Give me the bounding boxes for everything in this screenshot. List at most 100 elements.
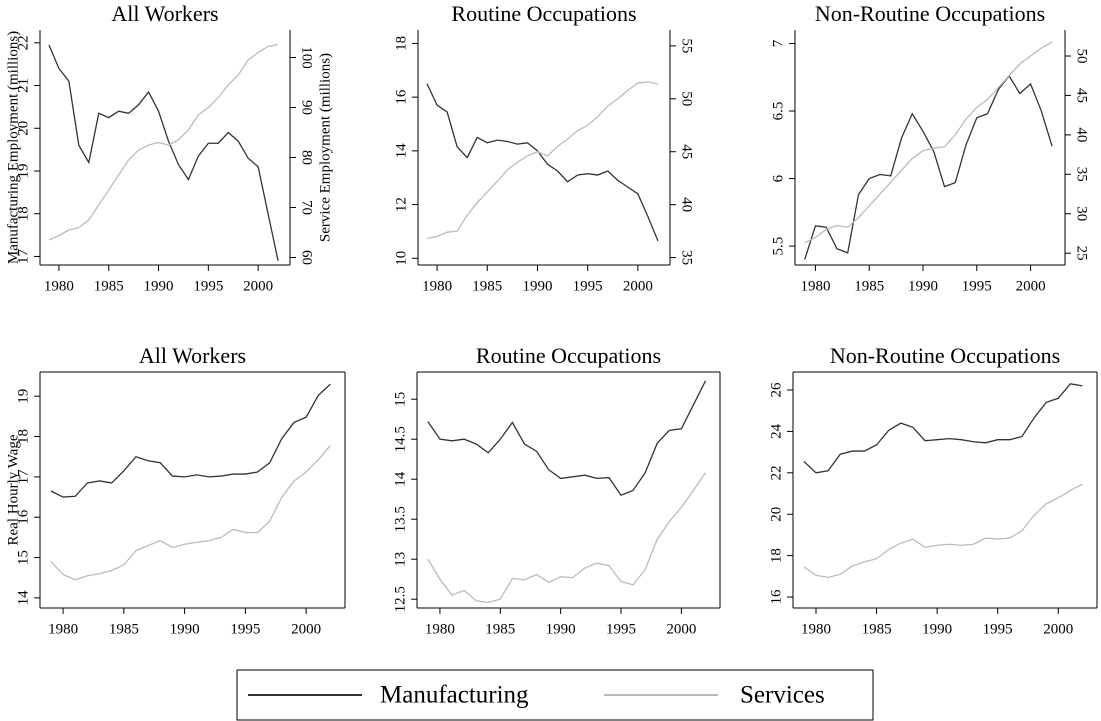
y-tick-label: 14	[15, 590, 31, 606]
panel-title: Non-Routine Occupations	[815, 1, 1045, 26]
series-line: Services	[50, 445, 331, 581]
y2-tick-label: 70	[299, 200, 315, 215]
x-tick-label: 1980	[48, 621, 78, 637]
y-tick-label: 14	[393, 143, 409, 159]
x-tick-label: 1990	[922, 621, 952, 637]
y-tick-label: 18	[768, 548, 784, 563]
series-line: Manufacturing	[427, 380, 707, 496]
legend: Manufacturing Services	[236, 669, 874, 721]
y-tick-label: 22	[15, 35, 31, 50]
y2-tick-label: 80	[299, 150, 315, 165]
y2-tick-label: 40	[679, 197, 695, 212]
legend-label: Services	[740, 682, 825, 709]
y-tick-label: 15	[15, 550, 31, 565]
x-tick-label: 1995	[962, 278, 992, 294]
y-tick-label: 5.5	[770, 237, 786, 256]
y-tick-label: 20	[768, 507, 784, 522]
y2-tick-label: 35	[679, 250, 695, 265]
y-tick-label: 19	[15, 164, 31, 179]
x-tick-label: 1980	[801, 621, 831, 637]
y2-tick-label: 50	[1074, 49, 1090, 64]
x-tick-label: 1990	[144, 278, 174, 294]
panel: Non-Routine Occupations 1980 1985 1990 1995 2…	[770, 1, 1089, 294]
y-tick-label: 26	[768, 382, 784, 398]
y2-tick-label: 55	[679, 38, 695, 53]
y-tick-label: 19	[15, 389, 31, 404]
x-tick-label: 2000	[623, 278, 653, 294]
panel-title: Non-Routine Occupations	[830, 343, 1060, 368]
y2-tick-label: 50	[679, 91, 695, 106]
x-tick-label: 1985	[862, 621, 892, 637]
y-tick-label: 14	[392, 471, 408, 487]
x-tick-label: 2000	[666, 621, 696, 637]
series-line: Services	[803, 483, 1083, 579]
y-tick-label: 18	[393, 36, 409, 51]
x-tick-label: 1995	[193, 278, 223, 294]
x-tick-label: 1980	[422, 278, 452, 294]
y2-tick-label: 25	[1074, 246, 1090, 261]
x-tick-label: 1995	[573, 278, 603, 294]
y-tick-label: 12	[393, 197, 409, 212]
x-tick-label: 1990	[522, 278, 552, 294]
y-tick-label: 22	[768, 465, 784, 480]
x-tick-label: 2000	[291, 621, 321, 637]
x-tick-label: 1985	[94, 278, 124, 294]
y2-tick-label: 30	[1074, 206, 1090, 221]
y2-tick-label: 45	[679, 144, 695, 159]
y-tick-label: 15	[392, 392, 408, 407]
panel-title: All Workers	[139, 343, 246, 368]
x-tick-label: 2000	[243, 278, 273, 294]
legend-frame	[236, 669, 874, 721]
panel: Non-Routine Occupations 1980 1985 1990 1995 2…	[768, 343, 1098, 637]
y-tick-label: 6	[770, 174, 786, 182]
x-tick-label: 1990	[546, 621, 576, 637]
series-line: Manufacturing	[48, 44, 279, 261]
y-tick-label: 7	[770, 39, 786, 47]
x-tick-label: 1985	[485, 621, 515, 637]
y-tick-label: 18	[15, 429, 31, 444]
y2-tick-label: 90	[299, 100, 315, 115]
panel-title: All Workers	[111, 1, 218, 26]
series-line: Manufacturing	[804, 74, 1053, 260]
panel-title: Routine Occupations	[476, 343, 661, 368]
x-tick-label: 2000	[1016, 278, 1046, 294]
series-line: Services	[426, 81, 659, 240]
y-axis-label: Manufacturing Employment (millions)	[5, 31, 21, 264]
panel: Routine Occupations 1980 1985 1990 1995 2000 1…	[392, 343, 721, 637]
x-tick-label: 1990	[908, 278, 938, 294]
y-tick-label: 18	[15, 206, 31, 221]
x-tick-label: 1980	[44, 278, 74, 294]
x-tick-label: 1985	[854, 278, 884, 294]
legend-label: Manufacturing	[380, 682, 529, 709]
x-tick-label: 1995	[230, 621, 260, 637]
series-line: Services	[427, 472, 707, 604]
y-tick-label: 16	[393, 89, 409, 105]
y-tick-label: 20	[15, 121, 31, 136]
y-tick-label: 13	[392, 552, 408, 567]
y2-axis-label: Service Employment (millions)	[317, 53, 333, 242]
y-tick-label: 12.5	[392, 586, 408, 612]
y-tick-label: 17	[15, 469, 31, 485]
x-tick-label: 1990	[170, 621, 200, 637]
y2-tick-label: 100	[299, 46, 315, 69]
y2-tick-label: 40	[1074, 127, 1090, 142]
y-tick-label: 16	[15, 509, 31, 525]
x-tick-label: 1985	[109, 621, 139, 637]
panel-title: Routine Occupations	[451, 1, 636, 26]
y-tick-label: 24	[768, 423, 784, 439]
x-tick-label: 1980	[800, 278, 830, 294]
x-tick-label: 2000	[1043, 621, 1073, 637]
series-line: Services	[48, 43, 279, 241]
y-tick-label: 10	[393, 251, 409, 266]
series-line: Services	[804, 41, 1053, 244]
y-tick-label: 14.5	[392, 426, 408, 452]
x-tick-label: 1985	[472, 278, 502, 294]
y-tick-label: 21	[15, 78, 31, 93]
y-tick-label: 6.5	[770, 102, 786, 121]
x-tick-label: 1995	[606, 621, 636, 637]
y2-tick-label: 60	[299, 250, 315, 265]
y-tick-label: 13.5	[392, 506, 408, 532]
panel: All Workers 1980 1985 1990 1995 2000 17 18 19 20 2…	[5, 1, 333, 294]
y2-tick-label: 45	[1074, 88, 1090, 103]
